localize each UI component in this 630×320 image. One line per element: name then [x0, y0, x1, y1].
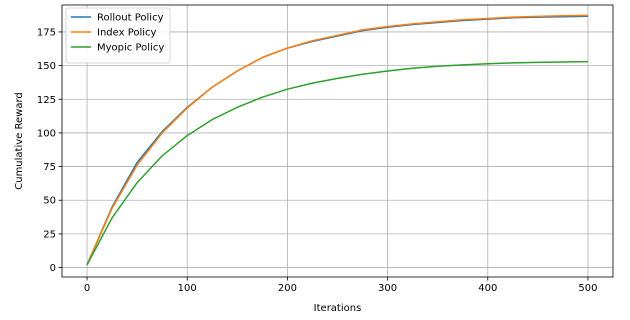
legend-label-myopic-policy: Myopic Policy — [97, 43, 164, 54]
x-tick-label: 0 — [84, 283, 90, 294]
x-tick-label: 300 — [378, 283, 397, 294]
y-tick-label: 0 — [50, 263, 56, 274]
x-axis-label: Iterations — [314, 303, 362, 314]
series-line-index-policy — [86, 14, 589, 266]
y-tick-label: 25 — [43, 229, 56, 240]
y-tick-label: 100 — [37, 128, 56, 139]
y-tick-label: 75 — [43, 162, 56, 173]
series-line-myopic-policy — [86, 60, 589, 266]
plot-frame — [61, 4, 614, 278]
legend: Rollout Policy Index Policy Myopic Policy — [65, 7, 171, 64]
y-tick-label: 175 — [37, 27, 56, 38]
legend-label-rollout-policy: Rollout Policy — [97, 13, 164, 24]
x-tick-label: 500 — [578, 283, 597, 294]
y-tick-label: 125 — [37, 95, 56, 106]
x-tick-label: 100 — [178, 283, 197, 294]
y-axis-ticks: 0 25 50 75 100 125 150 175 — [37, 27, 62, 274]
legend-box — [65, 7, 171, 64]
x-tick-label: 400 — [478, 283, 497, 294]
x-tick-label: 200 — [278, 283, 297, 294]
x-axis-ticks: 0 100 200 300 400 500 — [84, 277, 598, 294]
y-axis-label: Cumulative Reward — [14, 92, 25, 190]
grid-lines — [62, 5, 613, 277]
series-lines — [86, 14, 589, 266]
legend-label-index-policy: Index Policy — [97, 28, 157, 39]
y-tick-label: 50 — [43, 196, 56, 207]
y-tick-label: 150 — [37, 61, 56, 72]
